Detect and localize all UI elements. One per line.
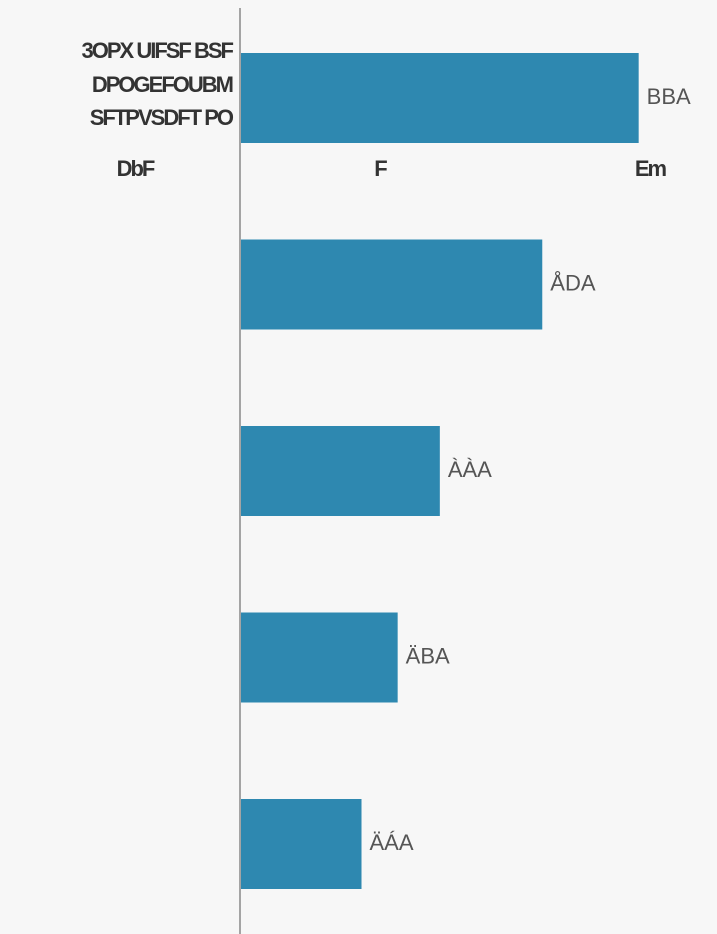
bar — [241, 612, 398, 703]
bar — [241, 53, 639, 143]
value-label: BBA — [647, 84, 691, 109]
value-label: ÄBA — [406, 643, 450, 668]
annotation: F — [374, 156, 387, 181]
annotation: Em — [635, 156, 667, 181]
bar — [241, 799, 362, 889]
value-label: ÀÀA — [448, 457, 492, 482]
value-label: ÄÁA — [370, 830, 414, 855]
annotation: DbF — [117, 156, 155, 181]
bar — [241, 239, 543, 330]
title-line: DPOGEFOUBM — [92, 72, 233, 97]
value-label: ÅDA — [550, 270, 596, 295]
bar — [241, 426, 440, 516]
title-line: 3OPX UIFSF BSF — [82, 38, 234, 63]
title-line: SFTPVSDFT PO — [90, 105, 234, 130]
